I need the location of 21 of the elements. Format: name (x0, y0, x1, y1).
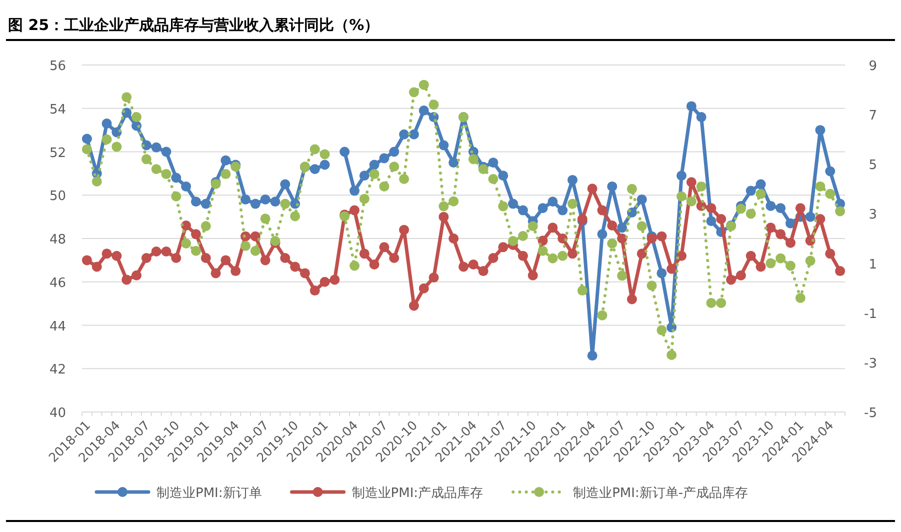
y2-tick-label: 1 (868, 257, 877, 272)
y-tick-label: 50 (49, 189, 66, 204)
legend-label: 制造业PMI:新订单-产成品库存 (573, 486, 748, 501)
y-tick-label: 56 (49, 59, 66, 74)
y2-tick-label: 3 (868, 208, 877, 223)
y-tick-label: 40 (49, 406, 66, 421)
y-tick-label: 48 (49, 232, 66, 248)
y-tick-label: 44 (49, 319, 66, 334)
y2-tick-label: 7 (868, 108, 877, 124)
y-tick-label: 54 (49, 102, 66, 118)
y2-tick-label: -1 (864, 306, 877, 322)
legend-label: 制造业PMI:新订单 (156, 486, 262, 501)
y-tick-label: 42 (49, 362, 66, 378)
y-tick-label: 52 (49, 146, 66, 161)
y2-tick-label: -5 (864, 406, 877, 421)
y2-tick-label: 5 (868, 158, 877, 174)
y2-tick-label: 9 (868, 59, 877, 74)
legend-label: 制造业PMI:产成品库存 (352, 486, 484, 501)
y2-tick-label: -3 (864, 356, 877, 372)
y-tick-label: 46 (49, 276, 66, 291)
chart-title: 图 25：工业企业产成品库存与营业收入累计同比（%） (8, 16, 380, 34)
